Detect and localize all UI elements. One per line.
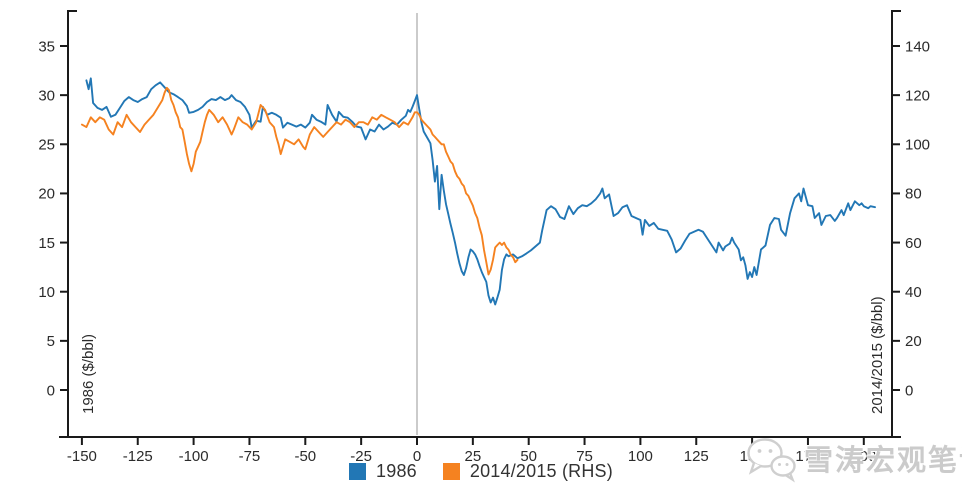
y-axis-right-tick-label: 60 <box>905 235 922 252</box>
y-axis-left-tick-label: 20 <box>38 186 55 203</box>
y-axis-right-tick-label: 80 <box>905 186 922 203</box>
y-axis-left-tick-label: 0 <box>47 382 55 399</box>
x-axis-tick-label: 75 <box>576 448 593 465</box>
x-axis-tick-label: 25 <box>465 448 482 465</box>
x-axis-tick-label: -50 <box>294 448 316 465</box>
x-axis-tick-label: 175 <box>795 448 820 465</box>
x-axis-tick-label: -150 <box>67 448 97 465</box>
y-axis-left-tick-label: 10 <box>38 284 55 301</box>
x-axis-tick-label: -100 <box>179 448 209 465</box>
y-axis-left-tick-label: 5 <box>47 333 55 350</box>
y-axis-left-tick-label: 15 <box>38 235 55 252</box>
y-axis-left-tick-label: 30 <box>38 87 55 104</box>
y-axis-left-title: 1986 ($/bbl) <box>80 334 97 414</box>
series-line-1986 <box>85 77 876 306</box>
x-axis-tick-label: 0 <box>413 448 421 465</box>
x-axis-tick-label: 200 <box>851 448 876 465</box>
series-line-2014-2015 <box>80 86 519 276</box>
y-axis-right-tick-label: 20 <box>905 333 922 350</box>
y-axis-right-tick-label: 100 <box>905 137 930 154</box>
y-axis-left-tick-label: 35 <box>38 38 55 55</box>
x-axis-tick-label: -125 <box>123 448 153 465</box>
x-axis-tick-label: 100 <box>628 448 653 465</box>
y-axis-left-tick-label: 25 <box>38 137 55 154</box>
y-axis-right-tick-label: 120 <box>905 87 930 104</box>
x-axis-tick-label: 50 <box>520 448 537 465</box>
x-axis-tick-label: -25 <box>350 448 372 465</box>
y-axis-right-tick-label: 40 <box>905 284 922 301</box>
x-axis-tick-label: -75 <box>239 448 261 465</box>
y-axis-right-title: 2014/2015 ($/bbl) <box>869 296 886 414</box>
x-axis-tick-label: 125 <box>684 448 709 465</box>
x-axis-tick-label: 150 <box>740 448 765 465</box>
y-axis-right-tick-label: 0 <box>905 382 913 399</box>
y-axis-right-tick-label: 140 <box>905 38 930 55</box>
